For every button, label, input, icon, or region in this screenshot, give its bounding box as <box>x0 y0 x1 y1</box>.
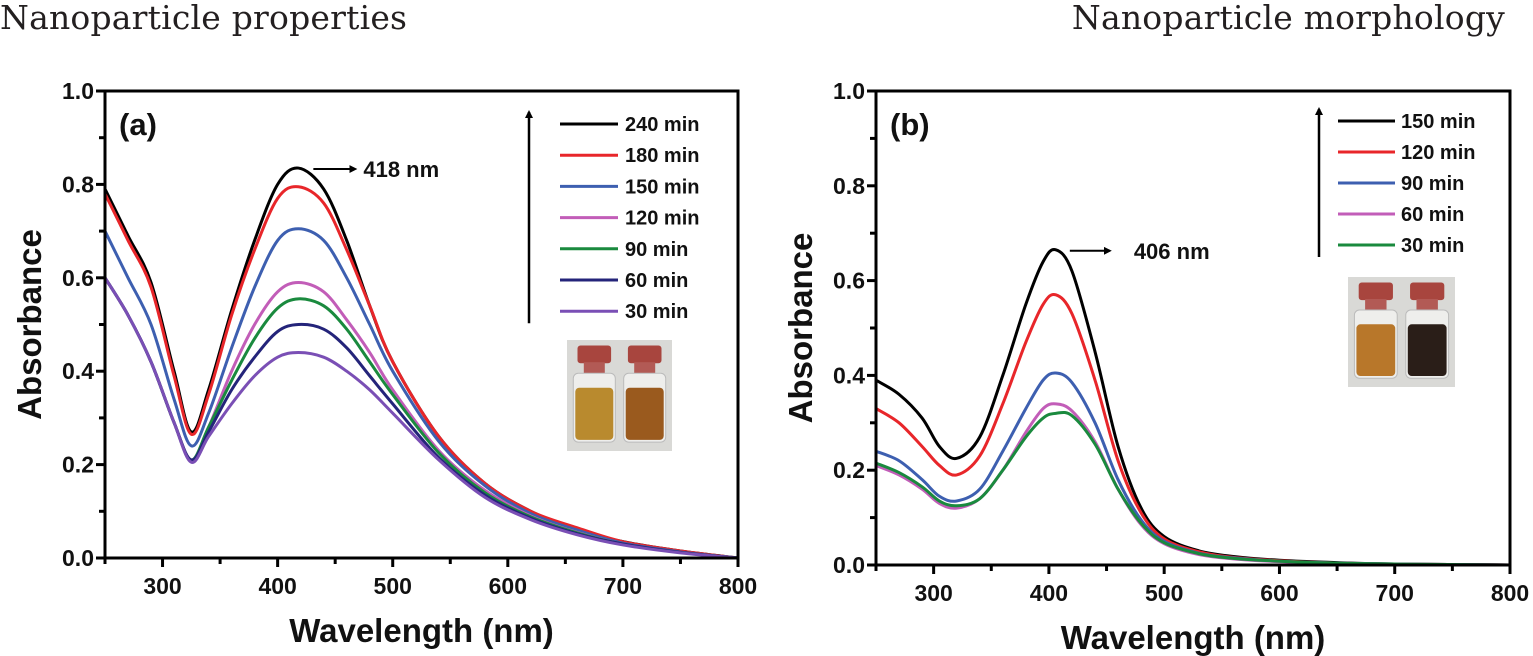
vial-icon <box>1405 282 1450 379</box>
peak-label: 418 nm <box>363 157 439 182</box>
series-line-90-min <box>875 371 1511 567</box>
peak-annotation: 418 nm <box>313 157 439 182</box>
legend-label: 120 min <box>625 208 699 230</box>
legend-item: 30 min <box>560 301 688 323</box>
y-tick-label: 0.6 <box>62 265 94 291</box>
y-tick-label: 0.0 <box>62 545 94 571</box>
x-tick-label: 600 <box>1260 580 1298 606</box>
legend-label: 240 min <box>625 114 699 136</box>
legend-item: 150 min <box>1338 111 1475 133</box>
y-tick-label: 0.2 <box>833 457 865 483</box>
legend-item: 60 min <box>1338 204 1464 226</box>
y-tick-label: 0.2 <box>62 452 94 478</box>
chart-panel-b: 300 400 500 600 700 800 0.0 0.2 0.4 0.6 0.8 1.0 (b)… <box>782 78 1529 656</box>
peak-annotation: 406 nm <box>1069 239 1210 264</box>
legend-label: 30 min <box>1401 235 1464 257</box>
x-tick-label: 500 <box>374 573 412 599</box>
panel-label: (a) <box>119 107 157 142</box>
x-tick-label: 300 <box>143 573 181 599</box>
x-tick-label: 500 <box>1145 580 1183 606</box>
y-tick-label: 0.6 <box>833 268 865 294</box>
panel-label: (b) <box>890 107 930 142</box>
y-tick-label: 0.4 <box>62 358 94 384</box>
series-line-60-min <box>875 402 1511 567</box>
y-axis-title: Absorbance <box>11 229 48 420</box>
x-tick-label: 400 <box>1030 580 1068 606</box>
y-axis-title: Absorbance <box>782 233 819 424</box>
vial-icon <box>1353 282 1398 379</box>
x-axis-title: Wavelength (nm) <box>1061 619 1326 656</box>
legend-item: 120 min <box>560 208 699 230</box>
x-tick-label: 800 <box>1491 580 1529 606</box>
heading-nanoparticle-properties: Nanoparticle properties <box>0 0 408 37</box>
chart-panel-a: 300 400 500 600 700 800 0.0 0.2 0.4 0.6 0.8 1.0 (a)… <box>11 78 757 649</box>
legend-label: 150 min <box>625 176 699 198</box>
legend-item: 30 min <box>1338 235 1464 257</box>
legend-label: 60 min <box>1401 204 1464 226</box>
vial-icon <box>572 345 616 443</box>
x-tick-label: 700 <box>604 573 642 599</box>
x-tick-label: 400 <box>258 573 296 599</box>
vials-photo-inset <box>1348 277 1455 387</box>
legend-label: 60 min <box>625 270 688 292</box>
legend-item: 120 min <box>1338 142 1475 164</box>
series-line-30-min <box>103 277 739 560</box>
legend-label: 90 min <box>1401 173 1464 195</box>
legend-label: 120 min <box>1401 142 1475 164</box>
legend-label: 180 min <box>625 145 699 167</box>
x-tick-label: 700 <box>1376 580 1414 606</box>
legend: 240 min 180 min 150 min 120 min 90 min 60 min… <box>525 110 699 324</box>
legend-item: 60 min <box>560 270 688 292</box>
legend: 150 min 120 min 90 min 60 min 30 min <box>1315 107 1475 257</box>
legend-item: 90 min <box>560 239 688 261</box>
peak-label: 406 nm <box>1134 239 1210 264</box>
y-tick-label: 1.0 <box>833 78 865 104</box>
x-axis-title: Wavelength (nm) <box>289 612 554 649</box>
y-tick-label: 0.8 <box>62 171 94 197</box>
x-tick-label: 800 <box>719 573 757 599</box>
y-tick-label: 0.0 <box>833 552 865 578</box>
series-line-30-min <box>875 410 1511 567</box>
legend-item: 180 min <box>560 145 699 167</box>
vial-icon <box>623 345 667 443</box>
legend-item: 90 min <box>1338 173 1464 195</box>
y-tick-label: 1.0 <box>62 78 94 104</box>
series-line-180-min <box>103 185 739 560</box>
legend-item: 240 min <box>560 114 699 136</box>
legend-label: 30 min <box>625 301 688 323</box>
heading-nanoparticle-morphology: Nanoparticle morphology <box>1071 0 1505 37</box>
y-tick-label: 0.8 <box>833 173 865 199</box>
x-tick-label: 300 <box>914 580 952 606</box>
legend-label: 90 min <box>625 239 688 261</box>
x-tick-label: 600 <box>489 573 527 599</box>
legend-item: 150 min <box>560 176 699 198</box>
vials-photo-inset <box>567 340 672 451</box>
legend-label: 150 min <box>1401 111 1475 133</box>
y-tick-label: 0.4 <box>833 362 865 388</box>
series-line-150-min <box>103 227 739 560</box>
